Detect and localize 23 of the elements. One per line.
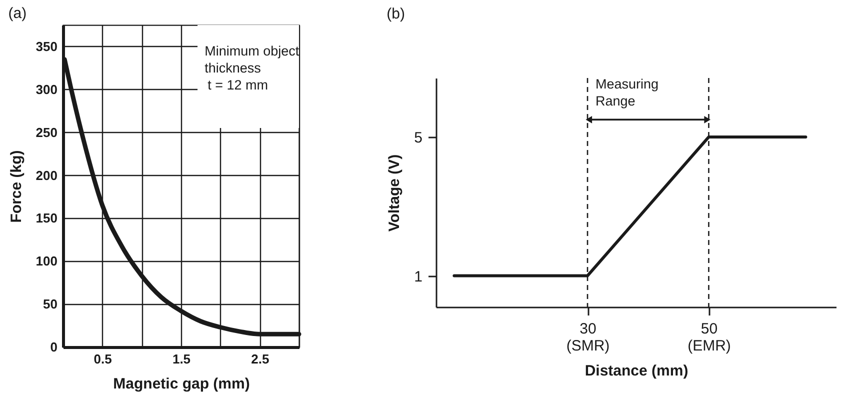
chart-title: (b)	[386, 5, 405, 22]
x-axis-title: Magnetic gap (mm)	[113, 376, 250, 392]
annotation: t = 12 mm	[208, 77, 268, 92]
x-tick-label: 1.5	[172, 352, 191, 366]
x-tick-label: 30 (SMR)	[566, 320, 610, 354]
annotation: Measuring Range	[596, 76, 659, 109]
y-tick-label: 350	[36, 38, 58, 54]
chart-title: (a)	[8, 5, 27, 22]
y-tick-label: 250	[36, 124, 58, 140]
y-tick-label: 50	[43, 296, 58, 312]
y-tick-label: 200	[36, 168, 58, 183]
y-axis-title: Force (kg)	[8, 150, 25, 223]
y-tick-label: 150	[36, 210, 58, 226]
y-axis-title: Voltage (V)	[386, 154, 404, 232]
x-tick-label: 50 (EMR)	[688, 320, 731, 354]
y-tick-label: 1	[414, 268, 422, 286]
y-tick-label: 5	[414, 129, 422, 146]
y-tick-label: 300	[36, 82, 58, 97]
y-tick-label: 0	[50, 340, 58, 354]
x-axis-title: Distance (mm)	[584, 362, 688, 380]
x-tick-label: 0.5	[94, 352, 112, 366]
y-tick-label: 100	[36, 254, 58, 269]
x-tick-label: 2.5	[251, 352, 270, 366]
